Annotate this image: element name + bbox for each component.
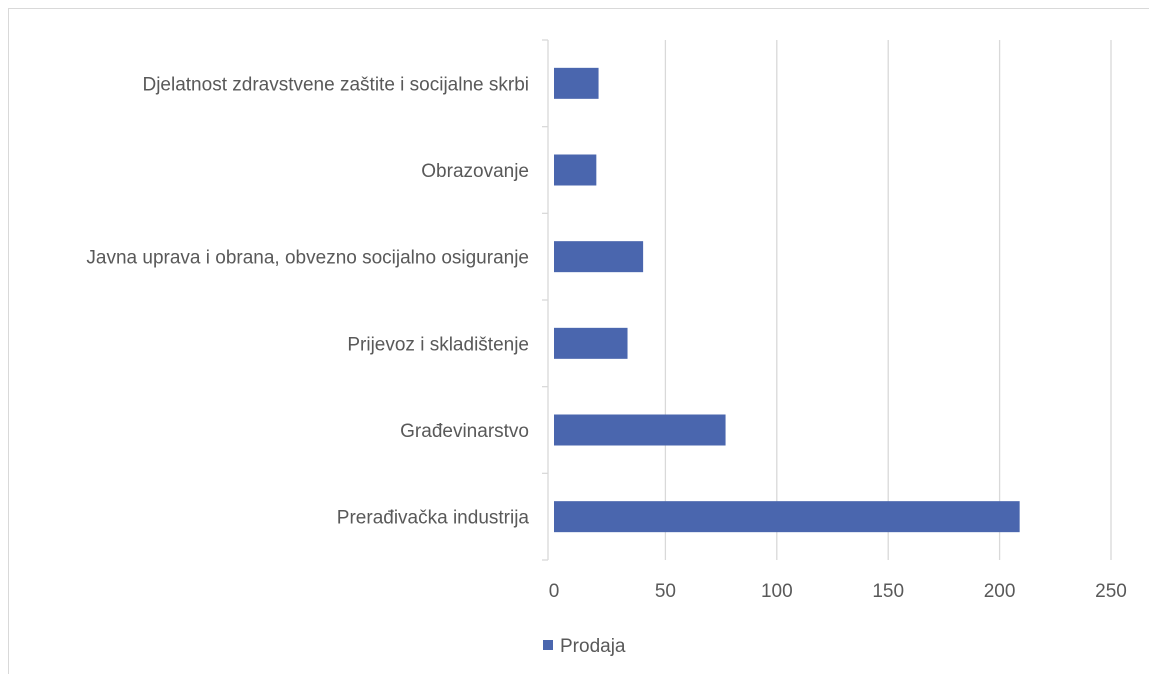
category-axis <box>542 39 549 561</box>
category-label-6: Prerađivačka industrija <box>337 508 530 529</box>
bar-3 <box>554 241 644 273</box>
category-label-1: Djelatnost zdravstvene zaštite i socijal… <box>142 74 529 95</box>
tick-label-50: 50 <box>655 581 676 602</box>
bar-2 <box>554 154 597 186</box>
tick-label-100: 100 <box>761 581 793 602</box>
value-axis-tick-labels: 0 50 100 150 200 250 <box>549 581 1127 602</box>
category-label-4: Prijevoz i skladištenje <box>347 334 529 355</box>
category-label-3: Javna uprava i obrana, obvezno socijalno… <box>86 248 529 269</box>
legend: Prodaja <box>543 636 626 657</box>
category-labels: Djelatnost zdravstvene zaštite i socijal… <box>86 74 529 528</box>
tick-label-150: 150 <box>872 581 904 602</box>
chart-frame <box>8 8 1149 674</box>
tick-label-250: 250 <box>1095 581 1127 602</box>
bar-1 <box>554 67 599 99</box>
bar-5 <box>554 414 726 446</box>
category-label-2: Obrazovanje <box>421 161 529 182</box>
legend-swatch <box>543 640 553 650</box>
category-label-5: Građevinarstvo <box>400 421 529 442</box>
tick-label-200: 200 <box>984 581 1016 602</box>
gridlines <box>664 40 1112 560</box>
bar-6 <box>554 501 1020 533</box>
legend-label: Prodaja <box>560 636 626 657</box>
bars <box>554 67 1020 533</box>
tick-label-0: 0 <box>549 581 560 602</box>
bar-4 <box>554 327 628 359</box>
